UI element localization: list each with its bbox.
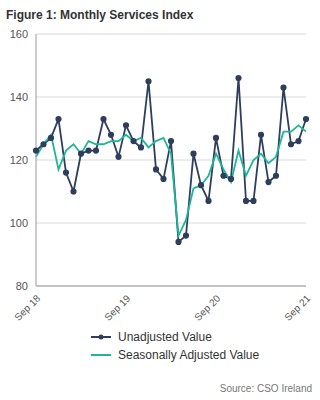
svg-text:160: 160 <box>10 28 28 40</box>
svg-text:Sep 19: Sep 19 <box>102 292 132 322</box>
svg-text:100: 100 <box>10 217 28 229</box>
html-text:Unadjusted Value: Unadjusted Value <box>118 330 212 344</box>
html-text:Seasonally Adjusted Value: Seasonally Adjusted Value <box>118 348 260 362</box>
svg-text:Sep 18: Sep 18 <box>12 292 42 322</box>
svg-text:80: 80 <box>16 280 28 292</box>
html-text:Figure 1: Monthly Services Ind: Figure 1: Monthly Services Index <box>6 8 194 22</box>
html-text:Source: CSO Ireland: Source: CSO Ireland <box>219 383 312 394</box>
svg-text:120: 120 <box>10 154 28 166</box>
svg-text:Sep 20: Sep 20 <box>192 292 222 322</box>
svg-text:Sep 21: Sep 21 <box>282 292 312 322</box>
svg-text:140: 140 <box>10 91 28 103</box>
